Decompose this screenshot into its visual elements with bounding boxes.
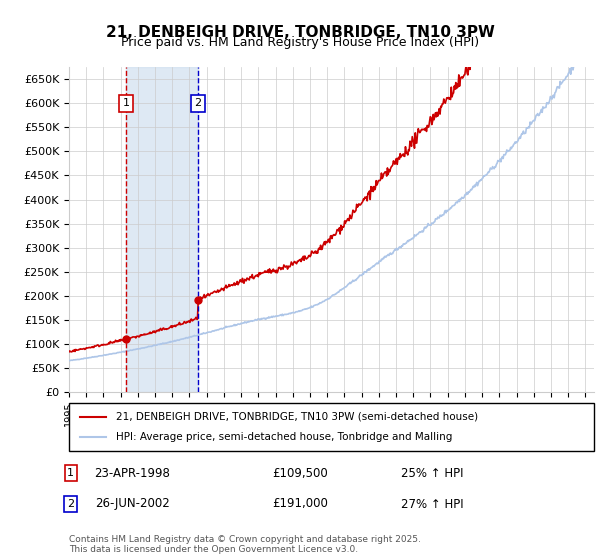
Text: 2: 2 — [194, 99, 202, 108]
Text: HPI: Average price, semi-detached house, Tonbridge and Malling: HPI: Average price, semi-detached house,… — [116, 432, 452, 442]
Text: 23-APR-1998: 23-APR-1998 — [94, 466, 170, 480]
Bar — [126, 67, 198, 392]
Text: 25% ↑ HPI: 25% ↑ HPI — [401, 466, 463, 480]
Text: 1: 1 — [67, 468, 74, 478]
Text: 26-JUN-2002: 26-JUN-2002 — [95, 497, 169, 511]
Text: £191,000: £191,000 — [272, 497, 328, 511]
Text: 1: 1 — [122, 99, 130, 108]
Text: 21, DENBEIGH DRIVE, TONBRIDGE, TN10 3PW (semi-detached house): 21, DENBEIGH DRIVE, TONBRIDGE, TN10 3PW … — [116, 412, 478, 422]
Text: 21, DENBEIGH DRIVE, TONBRIDGE, TN10 3PW: 21, DENBEIGH DRIVE, TONBRIDGE, TN10 3PW — [106, 25, 494, 40]
Text: 2: 2 — [67, 499, 74, 509]
Text: Contains HM Land Registry data © Crown copyright and database right 2025.
This d: Contains HM Land Registry data © Crown c… — [69, 535, 421, 554]
Text: £109,500: £109,500 — [272, 466, 328, 480]
Text: 27% ↑ HPI: 27% ↑ HPI — [401, 497, 463, 511]
FancyBboxPatch shape — [69, 403, 594, 451]
Text: Price paid vs. HM Land Registry's House Price Index (HPI): Price paid vs. HM Land Registry's House … — [121, 36, 479, 49]
